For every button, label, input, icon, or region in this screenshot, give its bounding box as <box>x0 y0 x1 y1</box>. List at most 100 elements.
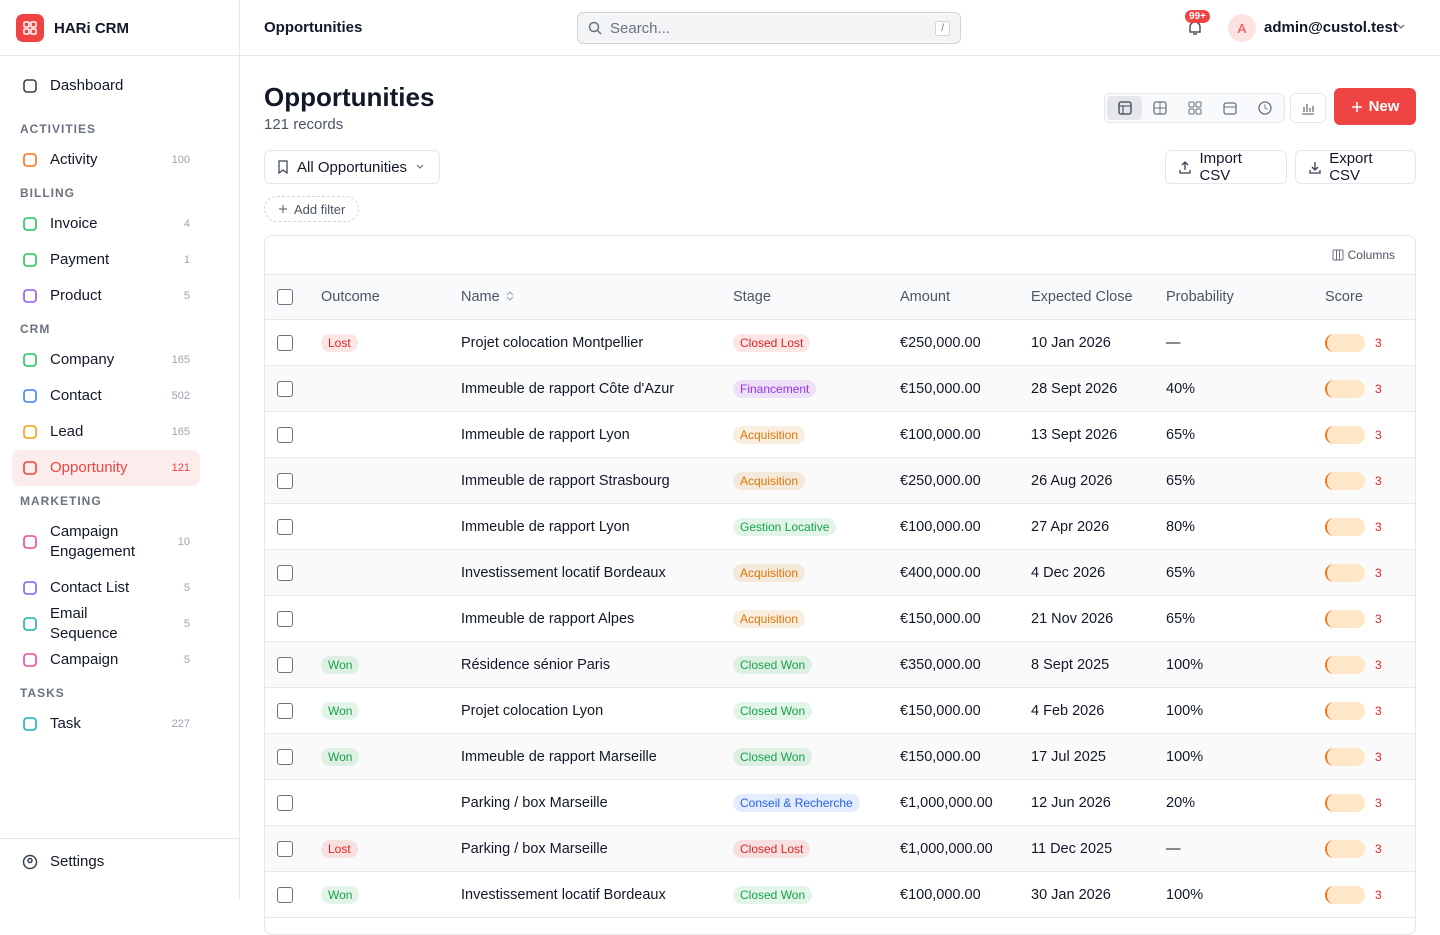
view-switcher <box>1104 93 1285 123</box>
column-header[interactable]: Stage <box>733 289 900 305</box>
table-row[interactable]: Immeuble de rapport Alpes Acquisition €150… <box>265 596 1415 642</box>
page-title: Opportunities <box>264 82 435 112</box>
column-header[interactable]: Score <box>1325 289 1415 305</box>
row-checkbox[interactable] <box>277 656 293 673</box>
view-calendar[interactable] <box>1212 96 1247 120</box>
logo[interactable]: HARi CRM <box>16 14 129 42</box>
row-checkbox[interactable] <box>277 840 293 857</box>
chart-button[interactable] <box>1290 93 1326 123</box>
close-date-cell: 4 Dec 2026 <box>1031 564 1106 581</box>
view-cards[interactable] <box>1177 96 1212 120</box>
row-checkbox[interactable] <box>277 380 293 397</box>
row-checkbox[interactable] <box>277 426 293 443</box>
column-header[interactable]: Name <box>461 289 733 305</box>
cell: Acquisition <box>733 471 900 490</box>
column-header[interactable]: Amount <box>900 289 1031 305</box>
stage-badge: Closed Won <box>733 747 813 766</box>
stage-badge: Conseil & Recherche <box>733 793 860 812</box>
search-box[interactable]: Search... / <box>577 12 961 44</box>
nav-label: Email Sequence <box>50 605 118 642</box>
table-row[interactable]: Immeuble de rapport Lyon Gestion Locative… <box>265 504 1415 550</box>
row-checkbox[interactable] <box>277 518 293 535</box>
nav-item[interactable]: Payment 1 <box>12 242 200 278</box>
close-date-cell: 8 Sept 2025 <box>1031 656 1110 673</box>
columns-button[interactable]: Columns <box>1347 248 1395 262</box>
row-checkbox[interactable] <box>277 886 293 903</box>
user-menu-chevron[interactable] <box>1396 22 1406 32</box>
nav-icon <box>22 534 38 550</box>
nav-item[interactable]: Lead 165 <box>12 414 200 450</box>
section-label: ACTIVITIES <box>20 122 97 136</box>
nav-item[interactable]: Opportunity 121 <box>12 450 200 486</box>
column-label: Score <box>1325 289 1363 305</box>
table-row[interactable]: Lost Projet colocation Montpellier Closed … <box>265 320 1415 366</box>
nav-item[interactable]: Email Sequence 5 <box>12 605 200 642</box>
column-header[interactable]: Probability <box>1166 289 1325 305</box>
table-row[interactable]: Lost Parking / box Marseille Closed Lost €1… <box>265 826 1415 872</box>
table-row[interactable]: Won Résidence sénior Paris Closed Won €350,… <box>265 642 1415 688</box>
nav-item[interactable]: Product 5 <box>12 278 200 314</box>
new-button[interactable]: New <box>1334 88 1416 125</box>
table-row[interactable]: Won Immeuble de rapport Marseille Closed W… <box>265 734 1415 780</box>
nav-icon <box>22 152 38 168</box>
nav-item[interactable]: Company 165 <box>12 342 200 378</box>
view-table[interactable] <box>1107 96 1142 120</box>
export-button[interactable]: Export CSV <box>1295 150 1416 184</box>
nav-label: Dashboard <box>50 77 124 94</box>
cell: Gestion Locative <box>733 517 900 536</box>
table-row[interactable]: Won Projet colocation Lyon Closed Won €150,… <box>265 688 1415 734</box>
nav-item[interactable]: Campaign 5 <box>12 642 200 678</box>
probability-cell: 100% <box>1166 702 1204 719</box>
notification-badge: 99+ <box>1185 10 1210 23</box>
row-checkbox[interactable] <box>277 334 293 351</box>
table-row[interactable]: Investissement locatif Bordeaux Acquisiti… <box>265 550 1415 596</box>
spacer <box>12 104 200 114</box>
amount-cell: €100,000.00 <box>900 518 981 535</box>
avatar[interactable]: A <box>1228 14 1256 42</box>
nav: Dashboard ACTIVITIES Activity 100 BILLING Inv… <box>12 68 200 742</box>
column-label: Probability <box>1166 289 1234 305</box>
table-row[interactable]: Won Investissement locatif Bordeaux Closed… <box>265 872 1415 918</box>
table-row[interactable]: Immeuble de rapport Strasbourg Acquisitio… <box>265 458 1415 504</box>
column-header[interactable]: Outcome <box>321 289 461 305</box>
nav-count: 165 <box>171 354 190 366</box>
import-button[interactable]: Import CSV <box>1165 150 1287 184</box>
name-cell: Résidence sénior Paris <box>461 656 611 673</box>
cell <box>265 794 321 811</box>
settings-link[interactable]: Settings <box>0 838 239 884</box>
table-header: Outcome Name Stage Amount Expected Close Prob… <box>265 275 1415 320</box>
score-bar <box>1325 609 1365 628</box>
nav-item[interactable]: Task 227 <box>12 706 200 742</box>
column-header[interactable]: Expected Close <box>1031 289 1166 305</box>
add-filter[interactable]: Add filter <box>264 196 360 222</box>
nav-item[interactable]: Contact List 5 <box>12 570 200 606</box>
select-all[interactable] <box>277 289 293 305</box>
cell: Closed Won <box>733 747 900 766</box>
view-grid[interactable] <box>1142 96 1177 120</box>
row-checkbox[interactable] <box>277 748 293 765</box>
row-checkbox[interactable] <box>277 610 293 627</box>
nav-icon <box>22 652 38 668</box>
row-checkbox[interactable] <box>277 472 293 489</box>
nav-item[interactable]: Invoice 4 <box>12 206 200 242</box>
stage-badge: Closed Won <box>733 885 813 904</box>
table-row[interactable]: Parking / box Marseille Conseil & Recherc… <box>265 780 1415 826</box>
table-row[interactable]: Immeuble de rapport Lyon Acquisition €100,… <box>265 412 1415 458</box>
nav-item[interactable]: Activity 100 <box>12 142 200 178</box>
nav-item[interactable]: Campaign Engagement 10 <box>12 514 200 570</box>
nav-label: Campaign Engagement <box>50 523 136 560</box>
amount-cell: €150,000.00 <box>900 748 981 765</box>
cell <box>265 426 321 443</box>
view-timeline[interactable] <box>1247 96 1282 120</box>
row-checkbox[interactable] <box>277 794 293 811</box>
table-row[interactable]: Immeuble de rapport Côte d'Azur Financeme… <box>265 366 1415 412</box>
nav-item[interactable]: Dashboard <box>12 68 200 104</box>
nav-item[interactable]: Contact 502 <box>12 378 200 414</box>
table-toolbar: Columns <box>265 236 1415 275</box>
saved-view-button[interactable]: All Opportunities <box>264 150 440 184</box>
cell: Won <box>321 885 461 904</box>
user-name[interactable]: admin@custol.test <box>1264 19 1398 36</box>
row-checkbox[interactable] <box>277 702 293 719</box>
row-checkbox[interactable] <box>277 564 293 581</box>
